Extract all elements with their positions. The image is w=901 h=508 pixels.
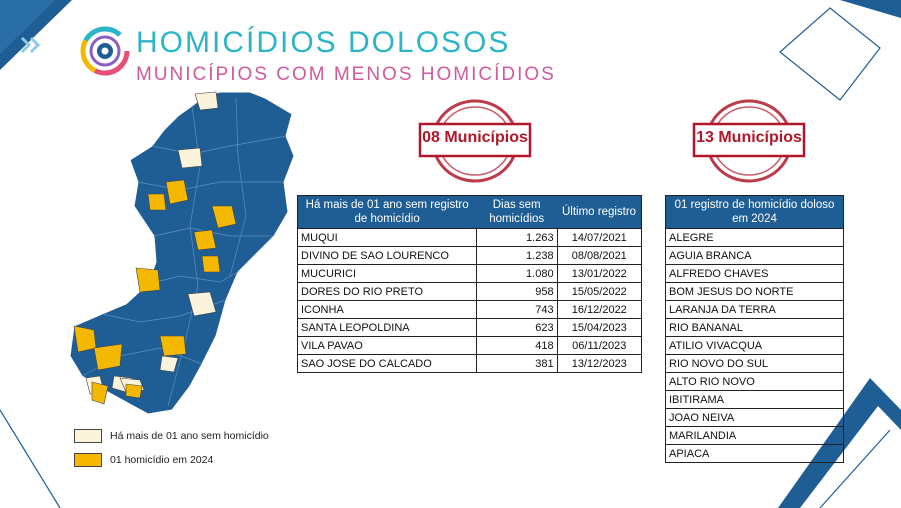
table-row: RIO NOVO DO SUL [665, 354, 844, 373]
map-region-yellow [125, 383, 143, 399]
table-row: DORES DO RIO PRETO 958 15/05/2022 [297, 282, 643, 301]
cell-ultimo: 15/05/2022 [556, 282, 643, 301]
table-row: APIACA [665, 444, 844, 463]
stamp-left-label: 08 Municípios [422, 129, 528, 146]
legend-label-cream: Há mais de 01 ano sem homicídio [110, 430, 269, 442]
cell-dias: 1.263 [475, 228, 558, 247]
legend-swatch-yellow [74, 453, 102, 467]
table-row: MARILANDIA [665, 426, 844, 445]
cell-municipio: ALEGRE [665, 228, 844, 247]
cell-municipio: LARANJA DA TERRA [665, 300, 844, 319]
cell-ultimo: 14/07/2021 [556, 228, 643, 247]
cell-municipio: ICONHA [297, 300, 477, 319]
cell-ultimo: 08/08/2021 [556, 246, 643, 265]
stamp-right: 13 Municípios [692, 96, 806, 186]
cell-ultimo: 13/12/2023 [556, 354, 643, 373]
cell-municipio: SAO JOSE DO CALCADO [297, 354, 477, 373]
cell-municipio: MUCURICI [297, 264, 477, 283]
table-row: MUCURICI 1.080 13/01/2022 [297, 264, 643, 283]
table-sem-homicidio: Há mais de 01 ano sem registro de homicí… [297, 195, 643, 373]
state-map [69, 91, 295, 415]
page-subtitle: MUNICÍPIOS COM MENOS HOMICÍDIOS [136, 64, 556, 85]
table-row: DIVINO DE SAO LOURENCO 1.238 08/08/2021 [297, 246, 643, 265]
double-chevron-right-icon [20, 36, 41, 54]
map-region-yellow [159, 335, 187, 357]
table-row: VILA PAVAO 418 06/11/2023 [297, 336, 643, 355]
column-header-ultimo: Último registro [557, 195, 642, 229]
table-row: BOM JESUS DO NORTE [665, 282, 844, 301]
cell-municipio: APIACA [665, 444, 844, 463]
cell-municipio: SANTA LEOPOLDINA [297, 318, 477, 337]
table-row: AGUIA BRANCA [665, 246, 844, 265]
map-region-cream [187, 291, 217, 317]
legend-label-yellow: 01 homicídio em 2024 [110, 454, 214, 466]
map-region-yellow [91, 381, 109, 405]
corner-decoration-top-left [0, 0, 72, 70]
corner-decoration-top-right [779, 0, 901, 101]
map-region-cream [194, 91, 219, 111]
cell-municipio: AGUIA BRANCA [665, 246, 844, 265]
table-row: IBITIRAMA [665, 390, 844, 409]
table-row: LARANJA DA TERRA [665, 300, 844, 319]
table-row: ALEGRE [665, 228, 844, 247]
map-region-yellow [73, 325, 97, 353]
column-header-municipio: Há mais de 01 ano sem registro de homicí… [297, 195, 477, 229]
map-region-yellow [211, 205, 237, 229]
table-um-homicidio-2024: 01 registro de homicídio doloso em 2024 … [665, 195, 844, 463]
stamp-seal-icon [418, 99, 532, 183]
cell-municipio: ALFREDO CHAVES [665, 264, 844, 283]
column-header-dias: Dias sem homicídios [476, 195, 558, 229]
cell-municipio: RIO NOVO DO SUL [665, 354, 844, 373]
cell-dias: 1.080 [475, 264, 558, 283]
table-row: ALTO RIO NOVO [665, 372, 844, 391]
corner-decoration-bottom-left [0, 409, 61, 508]
cell-ultimo: 15/04/2023 [556, 318, 643, 337]
table-row: RIO BANANAL [665, 318, 844, 337]
cell-municipio: MUQUI [297, 228, 477, 247]
table-row: ICONHA 743 16/12/2022 [297, 300, 643, 319]
cell-municipio: JOAO NEIVA [665, 408, 844, 427]
stamp-right-label: 13 Municípios [696, 129, 802, 146]
cell-municipio: RIO BANANAL [665, 318, 844, 337]
map-region-yellow [165, 179, 189, 205]
table-row: ATILIO VIVACQUA [665, 336, 844, 355]
table-row: ALFREDO CHAVES [665, 264, 844, 283]
map-region-cream [159, 355, 179, 373]
cell-dias: 381 [475, 354, 558, 373]
cell-municipio: IBITIRAMA [665, 390, 844, 409]
map-region-yellow [147, 193, 167, 211]
cell-municipio: ALTO RIO NOVO [665, 372, 844, 391]
table-row: SANTA LEOPOLDINA 623 15/04/2023 [297, 318, 643, 337]
cell-ultimo: 13/01/2022 [556, 264, 643, 283]
cell-municipio: VILA PAVAO [297, 336, 477, 355]
cell-dias: 1.238 [475, 246, 558, 265]
legend-swatch-cream [74, 429, 102, 443]
cell-ultimo: 06/11/2023 [556, 336, 643, 355]
page-title: HOMICÍDIOS DOLOSOS [136, 26, 511, 59]
cell-dias: 623 [475, 318, 558, 337]
table-row: MUQUI 1.263 14/07/2021 [297, 228, 643, 247]
cell-municipio: DIVINO DE SAO LOURENCO [297, 246, 477, 265]
map-region-yellow [135, 267, 161, 293]
map-region-yellow [201, 255, 221, 273]
cell-municipio: MARILANDIA [665, 426, 844, 445]
map-region-cream [177, 147, 203, 169]
stamp-seal-icon [692, 99, 806, 183]
map-region-yellow [93, 343, 123, 371]
cell-municipio: ATILIO VIVACQUA [665, 336, 844, 355]
stamp-left: 08 Municípios [418, 96, 532, 186]
cell-dias: 418 [475, 336, 558, 355]
column-header-registro-2024: 01 registro de homicídio doloso em 2024 [665, 195, 844, 229]
table-row: JOAO NEIVA [665, 408, 844, 427]
map-region-yellow [193, 229, 217, 251]
cell-dias: 743 [475, 300, 558, 319]
table-row: SAO JOSE DO CALCADO 381 13/12/2023 [297, 354, 643, 373]
cell-municipio: DORES DO RIO PRETO [297, 282, 477, 301]
cell-ultimo: 16/12/2022 [556, 300, 643, 319]
circular-eye-logo [80, 26, 130, 76]
cell-dias: 958 [475, 282, 558, 301]
cell-municipio: BOM JESUS DO NORTE [665, 282, 844, 301]
